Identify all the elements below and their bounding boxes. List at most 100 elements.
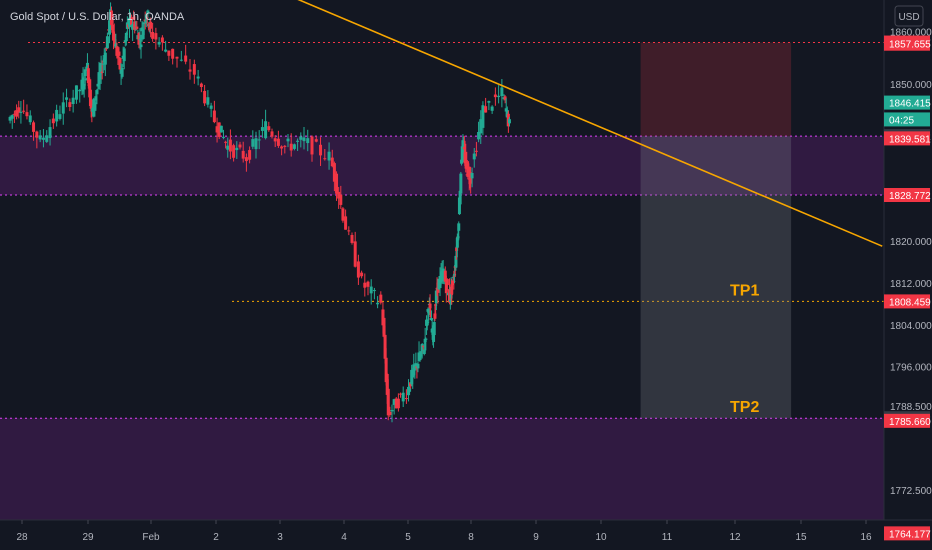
- candle-body: [366, 281, 370, 287]
- candle-body: [414, 363, 418, 367]
- candle-body: [503, 96, 507, 100]
- candle-body: [221, 136, 225, 138]
- candle-body: [270, 131, 274, 137]
- candle-body: [433, 313, 437, 319]
- candle-body: [135, 26, 139, 29]
- price-tick-label: 1788.500: [890, 402, 932, 413]
- candle-body: [445, 279, 449, 286]
- candle-body: [273, 138, 277, 142]
- candle-body: [296, 140, 300, 142]
- trendline-layer[interactable]: [225, 0, 883, 247]
- candle-body: [124, 32, 128, 42]
- candle-body: [416, 363, 420, 369]
- candle-body: [232, 145, 236, 158]
- candle-body: [32, 122, 36, 132]
- candle-body: [203, 90, 207, 104]
- candle-body: [479, 119, 483, 134]
- support-zone: [0, 418, 884, 534]
- candle-body: [89, 99, 93, 109]
- candle-body: [459, 173, 463, 194]
- candle-body: [139, 44, 143, 48]
- candle-body: [429, 318, 433, 321]
- price-tick-label: 1850.000: [890, 80, 932, 91]
- time-tick-label: 4: [341, 532, 347, 543]
- candle-body: [144, 14, 148, 24]
- candle-body: [422, 349, 426, 355]
- price-tag-bg: [884, 526, 930, 541]
- candle-body: [426, 309, 430, 312]
- candle-body: [390, 409, 394, 412]
- candle-body: [319, 144, 323, 156]
- candle-body: [330, 157, 334, 167]
- candle-body: [154, 33, 158, 40]
- candle-body: [184, 55, 188, 62]
- candle-body: [490, 106, 494, 111]
- time-tick-label: 10: [595, 532, 607, 543]
- candle-body: [65, 97, 69, 100]
- candle-body: [276, 138, 280, 146]
- candle-body: [434, 304, 438, 306]
- candle-body: [386, 388, 390, 416]
- price-tag-bg: [884, 95, 930, 110]
- candle-body: [45, 135, 49, 142]
- candle-body: [388, 411, 392, 416]
- candle-body: [132, 16, 136, 20]
- time-tick-label: 29: [82, 532, 94, 543]
- candle-body: [341, 208, 345, 221]
- candle-body: [114, 43, 118, 48]
- candle-body: [112, 33, 116, 37]
- candle-body: [167, 50, 171, 56]
- candle-body: [164, 49, 168, 52]
- candle-body: [244, 157, 248, 162]
- candle-body: [108, 20, 112, 35]
- candle-body: [497, 95, 501, 98]
- candle-body: [82, 84, 86, 90]
- candle-body: [15, 110, 19, 117]
- candle-body: [457, 223, 461, 231]
- candle-body: [344, 216, 348, 230]
- candle-body: [133, 21, 137, 30]
- short-position-tool[interactable]: [640, 42, 792, 419]
- candle-body: [83, 69, 87, 77]
- time-tick-label: 28: [16, 532, 28, 543]
- price-tag-label: 1857.655: [889, 40, 931, 51]
- price-tag-label: 1785.660: [889, 417, 931, 428]
- candle-body: [199, 83, 203, 87]
- candle-body: [455, 247, 459, 251]
- currency-button[interactable]: USD: [894, 5, 924, 27]
- candle-body: [487, 101, 491, 103]
- candle-body: [104, 48, 108, 50]
- currency-button-label[interactable]: USD: [898, 12, 919, 23]
- annotation-tp1: TP1: [730, 282, 759, 299]
- price-tick-label: 1820.000: [890, 237, 932, 248]
- price-tag: 1785.660: [884, 413, 931, 428]
- candle-body: [412, 364, 416, 375]
- candle-body: [420, 344, 424, 352]
- candle-body: [339, 194, 343, 205]
- candle-body: [260, 127, 264, 131]
- annotation-tp2: TP2: [730, 399, 759, 416]
- candle-body: [122, 48, 126, 62]
- candle-body: [157, 41, 161, 45]
- candle-body: [452, 280, 456, 282]
- candle-body: [131, 24, 135, 30]
- candle-body: [423, 338, 427, 342]
- candle-body: [151, 31, 155, 39]
- candle-body: [94, 96, 98, 101]
- candle-body: [130, 17, 134, 26]
- price-tag-label: 1846.415: [889, 99, 931, 110]
- candle-body: [19, 111, 23, 113]
- candle-body: [467, 166, 471, 171]
- price-tag-bg: [884, 294, 930, 309]
- candle-body: [447, 289, 451, 303]
- time-tick-label: 9: [533, 532, 539, 543]
- candle-body: [146, 10, 150, 14]
- candle-body: [372, 290, 376, 292]
- candle-body: [118, 58, 122, 70]
- time-tick-label: 8: [468, 532, 474, 543]
- candle-body: [399, 393, 403, 395]
- price-tag-label: 1764.177: [889, 529, 931, 540]
- candle-body: [381, 309, 385, 326]
- candle-body: [217, 122, 221, 137]
- price-axis: [884, 0, 932, 550]
